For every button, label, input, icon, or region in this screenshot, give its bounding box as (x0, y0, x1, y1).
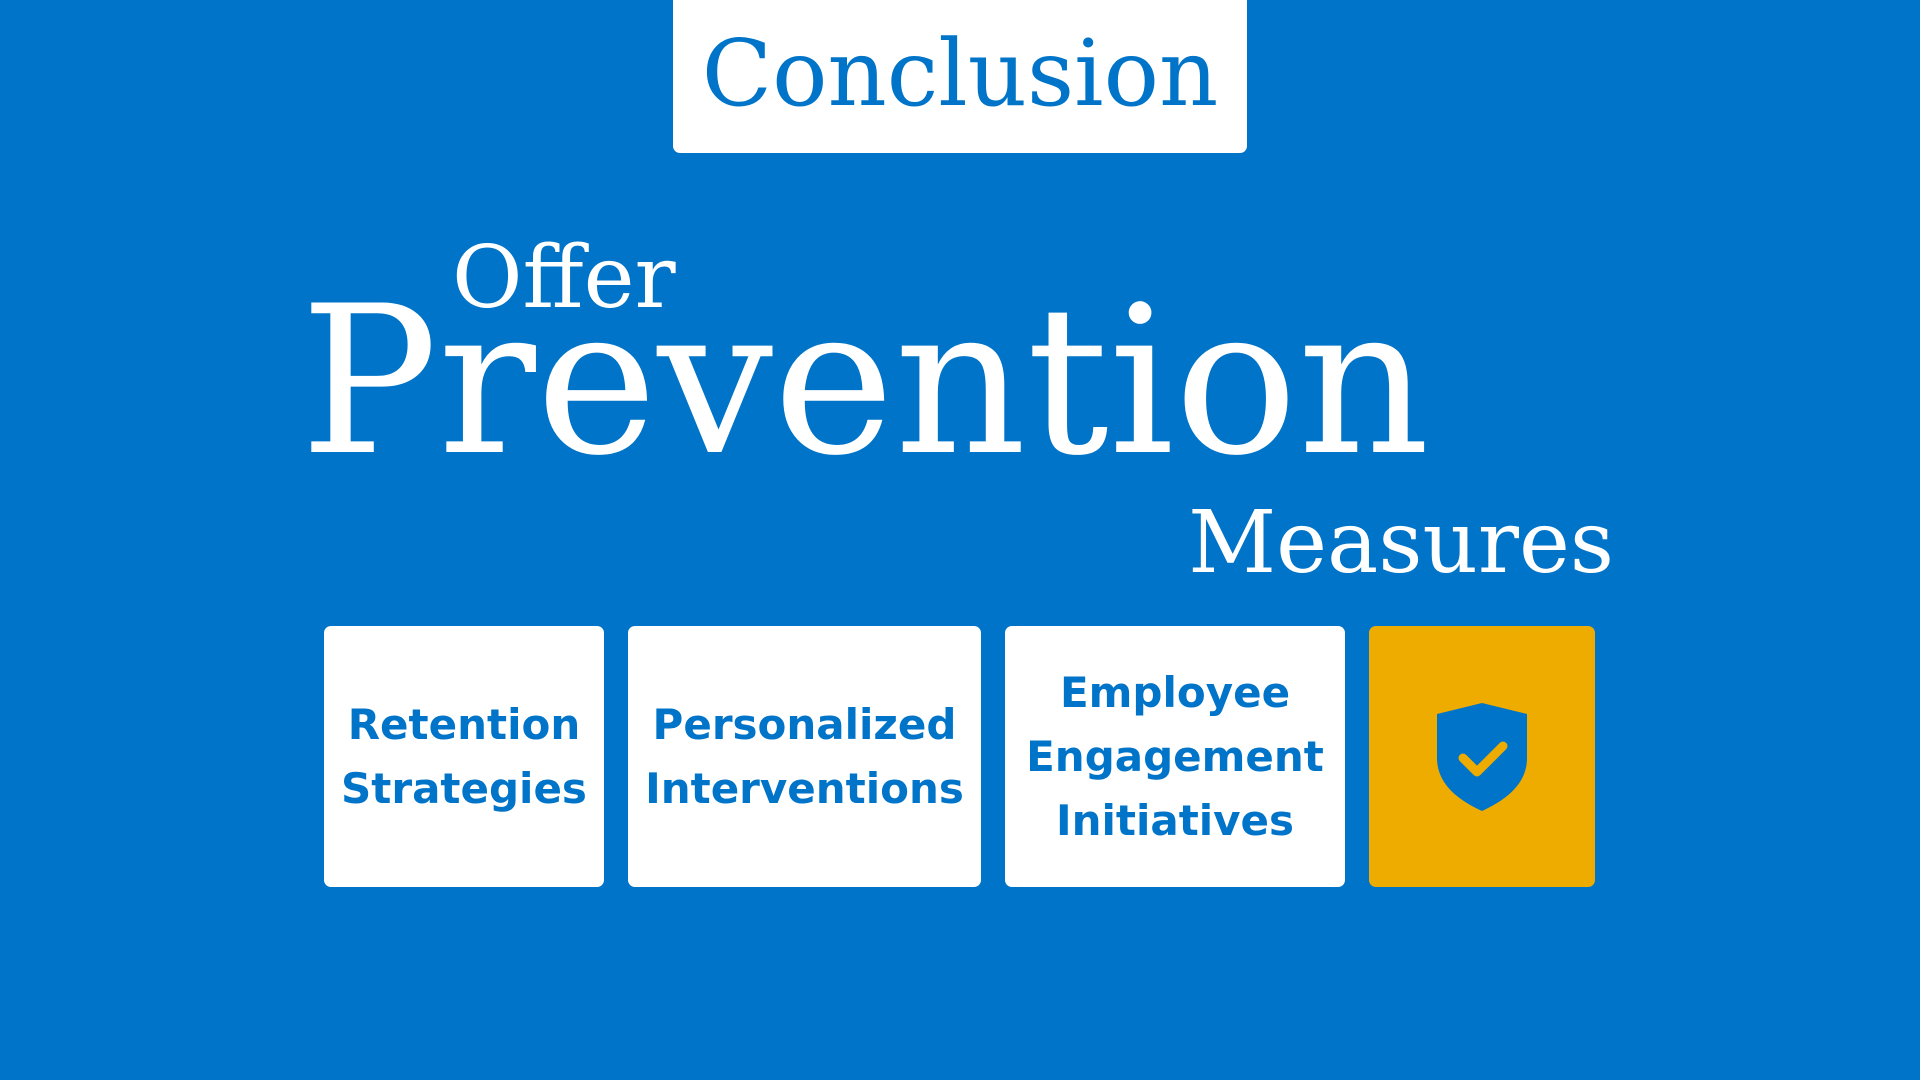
headline-offer: Offer (452, 228, 676, 328)
card-label: Employee Engagement Initiatives (1026, 667, 1324, 845)
card-shield (1369, 626, 1595, 887)
headline-prevention: Prevention (300, 263, 1430, 501)
card-label: Retention Strategies (341, 699, 587, 813)
headline-measures: Measures (1188, 493, 1614, 593)
card-employee-engagement-initiatives: Employee Engagement Initiatives (1005, 626, 1345, 887)
card-retention-strategies: Retention Strategies (324, 626, 604, 887)
shield-check-icon (1434, 700, 1530, 814)
card-personalized-interventions: Personalized Interventions (628, 626, 981, 887)
card-label: Personalized Interventions (645, 699, 964, 813)
slide-title: Conclusion (701, 19, 1219, 127)
title-box: Conclusion (673, 0, 1247, 153)
